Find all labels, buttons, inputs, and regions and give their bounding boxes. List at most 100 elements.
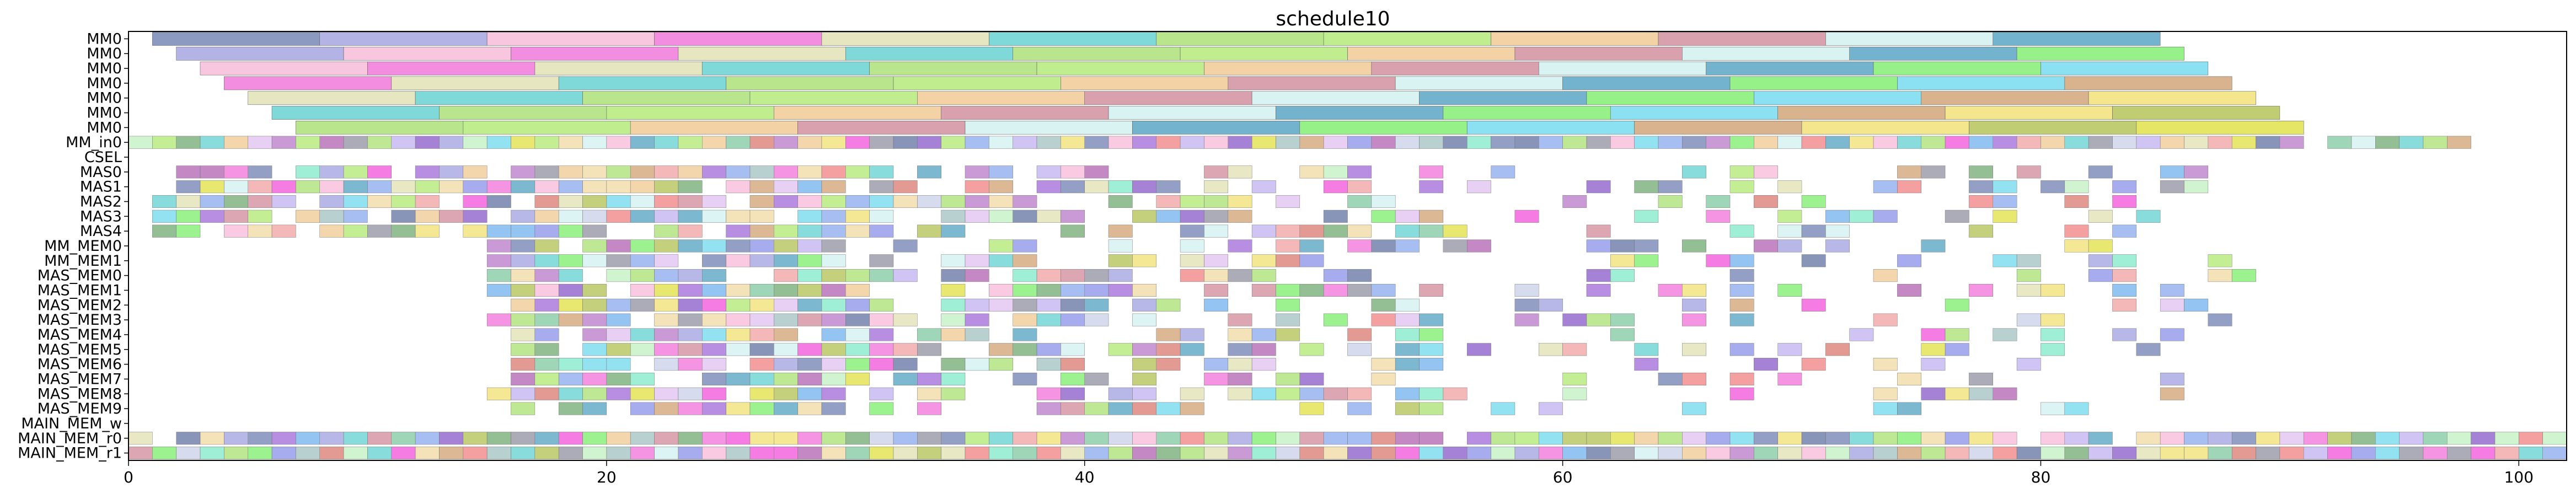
task-bar: [1371, 195, 1396, 208]
row-label: MAIN_MEM_r0: [18, 430, 122, 447]
task-bar: [989, 432, 1013, 445]
task-bar: [1347, 283, 1372, 297]
task-bar: [1156, 447, 1181, 460]
task-bar: [176, 224, 201, 238]
task-bar: [582, 432, 607, 445]
task-bar: [1323, 387, 1348, 400]
task-bar: [989, 447, 1013, 460]
task-bar: [1228, 210, 1252, 223]
task-bar: [486, 387, 511, 400]
task-bar: [1036, 358, 1061, 371]
task-bar: [630, 121, 798, 135]
task-bar: [1754, 358, 1778, 371]
task-bar: [821, 239, 846, 253]
row-label: MAS_MEM7: [38, 371, 122, 388]
task-bar: [415, 195, 440, 208]
task-bar: [2256, 447, 2280, 460]
task-bar: [2016, 447, 2041, 460]
task-bar: [1945, 210, 1969, 223]
task-bar: [2303, 447, 2328, 460]
task-bar: [558, 195, 583, 208]
task-bar: [1251, 224, 1276, 238]
task-bar: [797, 432, 822, 445]
task-bar: [1586, 180, 1611, 194]
task-bar: [367, 136, 392, 149]
task-bar: [486, 239, 511, 253]
task-bar: [1969, 447, 1994, 460]
task-bar: [1706, 61, 1874, 76]
task-bar: [1658, 136, 1683, 149]
task-bar: [774, 447, 798, 460]
task-bar: [271, 447, 296, 460]
task-bar: [2327, 136, 2352, 149]
task-bar: [534, 432, 559, 445]
task-bar: [1801, 136, 1826, 149]
task-bar: [415, 180, 440, 194]
task-bar: [1108, 106, 1276, 120]
task-bar: [869, 298, 894, 312]
x-tick-label: 20: [597, 468, 617, 486]
task-bar: [1251, 447, 1276, 460]
row-label: MM0: [87, 75, 122, 92]
task-bar: [1682, 343, 1706, 356]
task-bar: [630, 328, 655, 341]
task-bar: [1299, 136, 1324, 149]
task-bar: [965, 195, 989, 208]
task-bar: [463, 432, 488, 445]
task-bar: [2041, 432, 2065, 445]
task-bar: [1419, 358, 1444, 371]
task-bar: [1013, 254, 1037, 267]
task-bar: [391, 447, 416, 460]
task-bar: [1610, 136, 1635, 149]
task-bar: [869, 402, 894, 415]
task-bar: [1299, 283, 1324, 297]
task-bar: [1706, 195, 1731, 208]
task-bar: [2088, 165, 2113, 179]
task-bar: [534, 180, 559, 194]
task-bar: [1323, 180, 1348, 194]
task-bar: [248, 224, 272, 238]
task-bar: [774, 328, 798, 341]
task-bar: [630, 180, 655, 194]
task-bar: [774, 343, 798, 356]
row-label: MAIN_MEM_w: [21, 415, 122, 432]
task-bar: [1562, 447, 1587, 460]
task-bar: [1108, 343, 1133, 356]
task-bar: [701, 358, 726, 371]
task-bar: [1945, 106, 2113, 120]
task-bar: [989, 283, 1013, 297]
task-bar: [1276, 372, 1300, 385]
task-bar: [869, 180, 894, 194]
task-bar: [463, 136, 488, 149]
task-bar: [678, 447, 703, 460]
task-bar: [1347, 180, 1372, 194]
task-bar: [1084, 313, 1109, 326]
task-bar: [319, 210, 344, 223]
task-bar: [726, 136, 751, 149]
task-bar: [1132, 343, 1157, 356]
task-bar: [1013, 328, 1037, 341]
task-bar: [1276, 106, 1444, 120]
task-bar: [1586, 239, 1611, 253]
task-bar: [1514, 313, 1539, 326]
task-bar: [296, 447, 320, 460]
task-bar: [845, 447, 870, 460]
task-bar: [1036, 61, 1204, 76]
task-bar: [749, 402, 774, 415]
task-bar: [152, 447, 176, 460]
task-bar: [965, 121, 1133, 135]
task-bar: [654, 298, 679, 312]
task-bar: [558, 269, 583, 282]
task-bar: [965, 313, 989, 326]
task-bar: [534, 210, 559, 223]
task-bar: [2184, 298, 2209, 312]
task-bar: [1658, 283, 1683, 297]
task-bar: [1658, 195, 1683, 208]
task-bar: [1897, 372, 1921, 385]
task-bar: [1156, 298, 1181, 312]
task-bar: [749, 195, 774, 208]
task-bar: [726, 254, 751, 267]
task-bar: [654, 239, 679, 253]
task-bar: [869, 447, 894, 460]
task-bar: [1395, 239, 1420, 253]
